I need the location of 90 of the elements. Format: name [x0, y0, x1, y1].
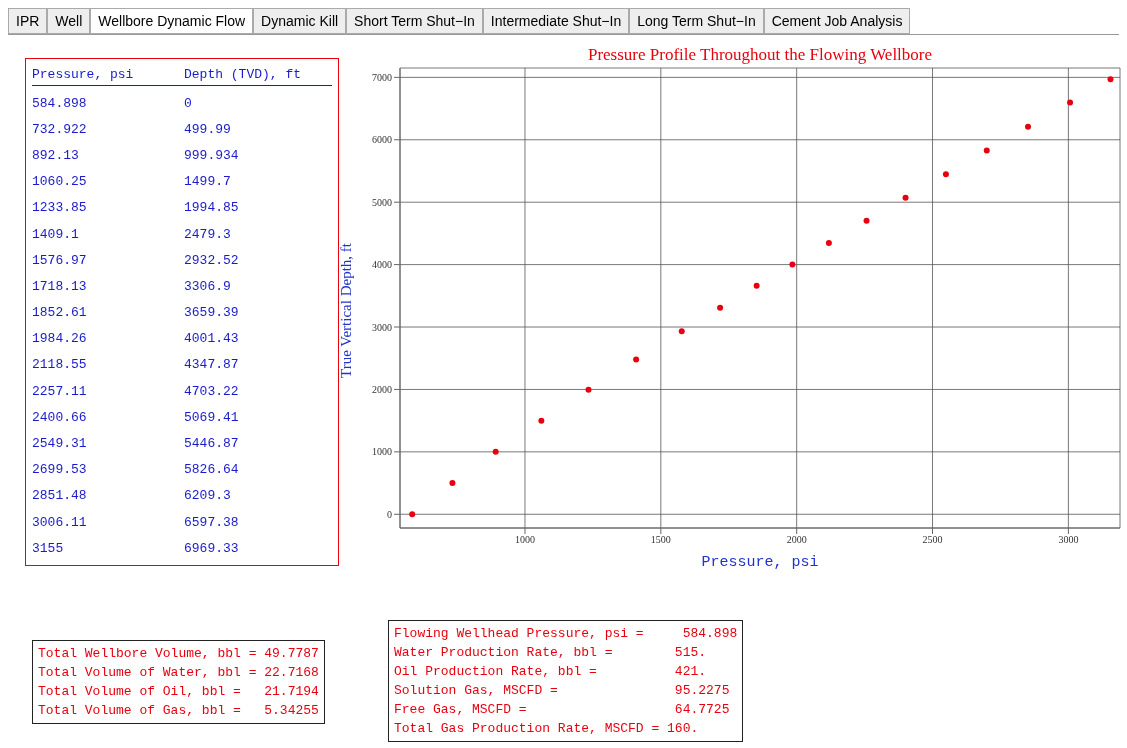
- text: Water Production Rate, bbl = 515.: [394, 645, 707, 660]
- point: [789, 261, 796, 268]
- text: 999.934: [184, 147, 239, 163]
- x-tick-label: 2500: [922, 534, 943, 546]
- text: 5826.64: [184, 462, 239, 478]
- text: 4703.22: [184, 383, 239, 399]
- text: Total Gas Production Rate, MSCFD = 160.: [394, 721, 699, 736]
- text: 584.898: [32, 95, 88, 111]
- text: Total Volume of Oil, bbl = 21.7194: [38, 684, 319, 699]
- point: [825, 239, 832, 246]
- text: Total Volume of Water, bbl = 22.7168: [38, 665, 319, 680]
- text: Pressure, psi: [32, 66, 135, 82]
- text: 499.99: [184, 121, 231, 137]
- text: Depth (TVD), ft: [184, 66, 302, 82]
- text: 1852.61: [32, 305, 88, 321]
- point: [902, 194, 909, 201]
- y-tick-label: 1000: [372, 446, 392, 458]
- text: Oil Production Rate, bbl = 421.: [394, 664, 707, 679]
- text: 1984.26: [32, 331, 88, 347]
- point: [538, 417, 545, 424]
- text: 3306.9: [184, 278, 231, 294]
- text: 2479.3: [184, 226, 231, 242]
- text: 1409.1: [32, 226, 80, 242]
- point: [492, 448, 499, 455]
- point: [753, 282, 760, 289]
- text: 2549.31: [32, 436, 88, 452]
- text: 0: [184, 95, 192, 111]
- x-tick-label: 3000: [1058, 534, 1079, 546]
- text: 5446.87: [184, 436, 239, 452]
- text: 3659.39: [184, 305, 239, 321]
- chart-title: Pressure Profile Throughout the Flowing Wellbore: [587, 45, 933, 64]
- y-tick-label: 5000: [372, 196, 392, 208]
- text: 1994.85: [184, 200, 239, 216]
- text: 4347.87: [184, 357, 239, 373]
- text: 1576.97: [32, 252, 88, 268]
- text: Solution Gas, MSCFD = 95.2275: [394, 683, 730, 698]
- point: [449, 480, 456, 487]
- text: Cement Job Analysis: [763, 8, 911, 34]
- y-tick-label: 3000: [372, 321, 392, 333]
- text: 5069.41: [184, 409, 239, 425]
- text: 1060.25: [32, 174, 88, 190]
- point: [409, 511, 416, 518]
- text: 6969.33: [184, 540, 239, 556]
- x-tick-label: 1000: [514, 534, 535, 546]
- text: 6209.3: [184, 488, 231, 504]
- text: 1499.7: [184, 174, 231, 190]
- text: 2118.55: [32, 357, 88, 373]
- text: 4001.43: [184, 331, 239, 347]
- point: [863, 217, 870, 224]
- point: [942, 171, 949, 178]
- y-axis-title: True Vertical Depth, ft: [338, 242, 355, 378]
- x-tick-label: 1500: [650, 534, 671, 546]
- text: 1233.85: [32, 200, 88, 216]
- text: Long Term Shut−In: [629, 8, 764, 34]
- point: [678, 328, 685, 335]
- point: [983, 147, 990, 154]
- text: Total Volume of Gas, bbl = 5.34255: [38, 703, 319, 718]
- y-tick-label: 2000: [372, 383, 392, 395]
- text: Flowing Wellhead Pressure, psi = 584.898: [394, 626, 738, 641]
- x-tick-label: 2000: [786, 534, 807, 546]
- point: [717, 304, 724, 311]
- text: 2851.48: [32, 488, 88, 504]
- y-tick-label: 0: [387, 508, 392, 520]
- point: [633, 356, 640, 363]
- y-tick-label: 7000: [372, 71, 392, 83]
- text: 892.13: [32, 147, 80, 163]
- point: [1025, 123, 1032, 130]
- text: 2257.11: [32, 383, 88, 399]
- text: Total Wellbore Volume, bbl = 49.7787: [38, 646, 319, 661]
- text: Wellbore Dynamic Flow: [90, 8, 254, 34]
- text: Free Gas, MSCFD = 64.7725: [394, 702, 730, 717]
- text: 6597.38: [184, 514, 239, 530]
- y-tick-label: 6000: [372, 134, 392, 146]
- text: IPR: [8, 8, 48, 34]
- text: Intermediate Shut−In: [482, 8, 630, 34]
- text: 3006.11: [32, 514, 88, 530]
- y-tick-label: 4000: [372, 259, 392, 271]
- text: Short Term Shut−In: [346, 8, 483, 34]
- text: 2932.52: [184, 252, 239, 268]
- text: Well: [47, 8, 91, 34]
- text: 732.922: [32, 121, 88, 137]
- text: 3155: [32, 540, 65, 556]
- text: 2400.66: [32, 409, 88, 425]
- x-axis-title: Pressure, psi: [701, 554, 819, 571]
- point: [585, 386, 592, 393]
- point: [1107, 76, 1114, 83]
- point: [1067, 99, 1074, 106]
- text: 2699.53: [32, 462, 88, 478]
- text: Dynamic Kill: [253, 8, 347, 34]
- text: 1718.13: [32, 278, 88, 294]
